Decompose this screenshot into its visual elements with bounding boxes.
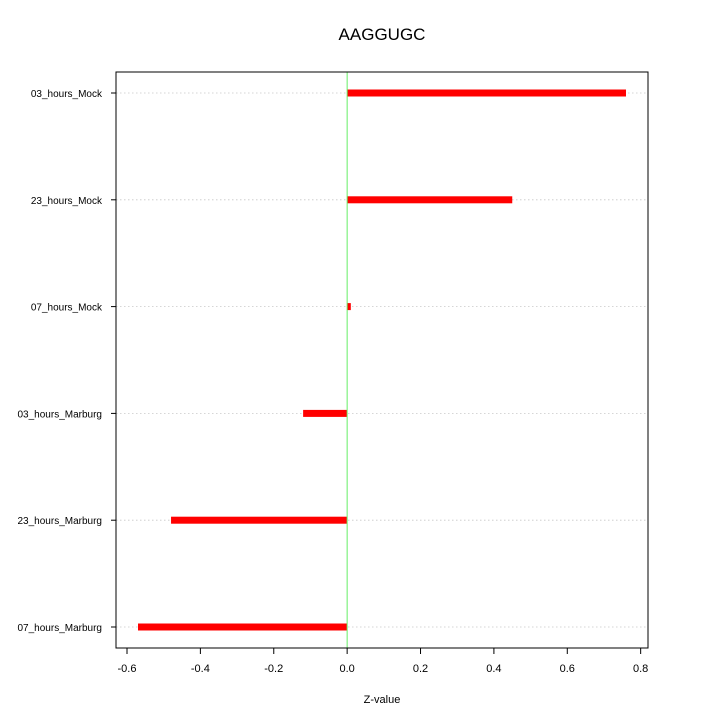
x-tick-label: -0.6 <box>118 663 137 675</box>
category-label: 23_hours_Mock <box>31 196 103 207</box>
x-tick-label: 0.6 <box>560 663 575 675</box>
x-axis: -0.6 -0.4 -0.2 0.0 0.2 0.4 0.6 0.8 <box>118 647 648 675</box>
category-label: 03_hours_Mock <box>31 89 103 100</box>
x-tick-label: 0.8 <box>633 663 648 675</box>
x-tick-label: -0.2 <box>264 663 283 675</box>
bar-07_hours_Mock <box>347 303 351 311</box>
category-labels: 03_hours_Mock 23_hours_Mock 07_hours_Mock 0… <box>18 89 116 634</box>
category-label: 07_hours_Mock <box>31 303 103 314</box>
x-tick-label: 0.4 <box>486 663 501 675</box>
category-label: 03_hours_Marburg <box>18 409 103 420</box>
bar-layer <box>138 89 626 631</box>
bar-03_hours_Marburg <box>303 409 348 417</box>
chart-title: AAGGUGC <box>339 25 426 44</box>
x-tick-label: 0.2 <box>413 663 428 675</box>
category-label: 23_hours_Marburg <box>18 516 103 527</box>
x-tick-label: -0.4 <box>191 663 210 675</box>
bar-03_hours_Mock <box>347 89 626 97</box>
bar-23_hours_Mock <box>347 196 513 204</box>
category-label: 07_hours_Marburg <box>18 623 103 634</box>
x-tick-label: 0.0 <box>339 663 354 675</box>
bar-23_hours_Marburg <box>171 516 348 524</box>
x-axis-label: Z-value <box>364 694 401 706</box>
bar-07_hours_Marburg <box>138 623 348 631</box>
